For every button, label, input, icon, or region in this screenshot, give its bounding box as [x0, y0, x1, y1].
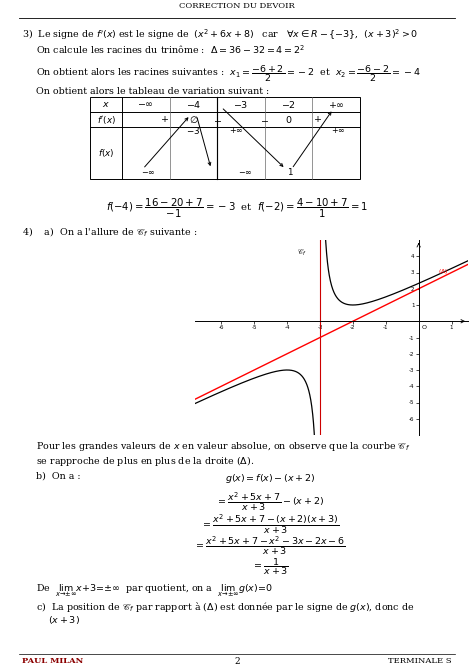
Text: $+$: $+$: [160, 115, 169, 125]
Text: TERMINALE S: TERMINALE S: [388, 657, 452, 665]
Text: $+$: $+$: [313, 115, 322, 125]
Text: 2: 2: [234, 657, 240, 666]
Text: $(\Delta)$: $(\Delta)$: [438, 267, 449, 276]
Text: PAUL MILAN: PAUL MILAN: [22, 657, 83, 665]
Text: $-\infty$: $-\infty$: [137, 100, 154, 109]
Text: c)  La position de $\mathscr{C}_f$ par rapport à ($\Delta$) est donnée par le si: c) La position de $\mathscr{C}_f$ par ra…: [36, 600, 414, 614]
Text: $= \dfrac{x^2 + 5x + 7 - (x+2)(x+3)}{x+3}$: $= \dfrac{x^2 + 5x + 7 - (x+2)(x+3)}{x+3…: [201, 512, 339, 535]
Text: $-$: $-$: [260, 115, 269, 124]
Text: $f(x)$: $f(x)$: [98, 147, 114, 159]
Text: $x$: $x$: [102, 100, 110, 109]
Text: On obtient alors le tableau de variation suivant :: On obtient alors le tableau de variation…: [36, 87, 269, 96]
Text: b)  On a :: b) On a :: [36, 472, 81, 481]
Text: $+\infty$: $+\infty$: [331, 125, 346, 135]
Text: $-\infty$: $-\infty$: [141, 169, 155, 177]
Text: $\emptyset$: $\emptyset$: [189, 114, 198, 125]
Text: On obtient alors les racines suivantes :  $x_1 = \dfrac{-6+2}{2} = -2$  et  $x_2: On obtient alors les racines suivantes :…: [36, 63, 420, 84]
Text: $-\infty$: $-\infty$: [238, 169, 252, 177]
Text: $-3$: $-3$: [233, 99, 249, 110]
Text: $1$: $1$: [287, 166, 294, 177]
Text: De  $\lim_{x \to \pm\infty} x + 3 = \pm\infty$  par quotient, on a  $\lim_{x \to: De $\lim_{x \to \pm\infty} x + 3 = \pm\i…: [36, 582, 273, 599]
Text: $(x + 3)$: $(x + 3)$: [48, 614, 80, 626]
Text: $0$: $0$: [285, 114, 292, 125]
Text: $\mathscr{C}_f$: $\mathscr{C}_f$: [297, 248, 307, 259]
Text: $= \dfrac{1}{x+3}$: $= \dfrac{1}{x+3}$: [252, 556, 289, 577]
Text: $= \dfrac{x^2 + 5x + 7 - x^2 - 3x - 2x - 6}{x+3}$: $= \dfrac{x^2 + 5x + 7 - x^2 - 3x - 2x -…: [194, 534, 346, 557]
Text: Pour les grandes valeurs de $x$ en valeur absolue, on observe que la courbe $\ma: Pour les grandes valeurs de $x$ en valeu…: [36, 440, 410, 453]
Text: CORRECTION DU DEVOIR: CORRECTION DU DEVOIR: [179, 2, 295, 10]
Text: 4)    a)  On a l'allure de $\mathscr{C}_f$ suivante :: 4) a) On a l'allure de $\mathscr{C}_f$ s…: [22, 225, 197, 238]
Bar: [90, 97, 360, 179]
Text: $g(x) = f(x) - (x + 2)$: $g(x) = f(x) - (x + 2)$: [225, 472, 315, 485]
Text: se rapproche de plus en plus de la droite ($\Delta$).: se rapproche de plus en plus de la droit…: [36, 454, 254, 468]
Text: $f(-4) = \dfrac{16-20+7}{-1} = -3$  et  $f(-2) = \dfrac{4-10+7}{1} = 1$: $f(-4) = \dfrac{16-20+7}{-1} = -3$ et $f…: [106, 197, 368, 220]
Text: 3)  Le signe de $f'(x)$ est le signe de  $(x^2 + 6x + 8)$   car   $\forall x \in: 3) Le signe de $f'(x)$ est le signe de $…: [22, 27, 419, 42]
Text: $+\infty$: $+\infty$: [328, 100, 345, 109]
Text: $f'(x)$: $f'(x)$: [97, 113, 116, 125]
Text: $-3$: $-3$: [186, 125, 201, 136]
Text: $= \dfrac{x^2 + 5x + 7}{x+3} - (x + 2)$: $= \dfrac{x^2 + 5x + 7}{x+3} - (x + 2)$: [216, 490, 324, 513]
Text: $-4$: $-4$: [186, 99, 201, 110]
Text: $+\infty$: $+\infty$: [229, 125, 243, 135]
Text: On calcule les racines du trinôme :  $\Delta = 36 - 32 = 4 = 2^2$: On calcule les racines du trinôme : $\De…: [36, 43, 305, 56]
Text: $-2$: $-2$: [281, 99, 296, 110]
Text: $-$: $-$: [213, 115, 222, 124]
Text: O: O: [421, 326, 426, 330]
